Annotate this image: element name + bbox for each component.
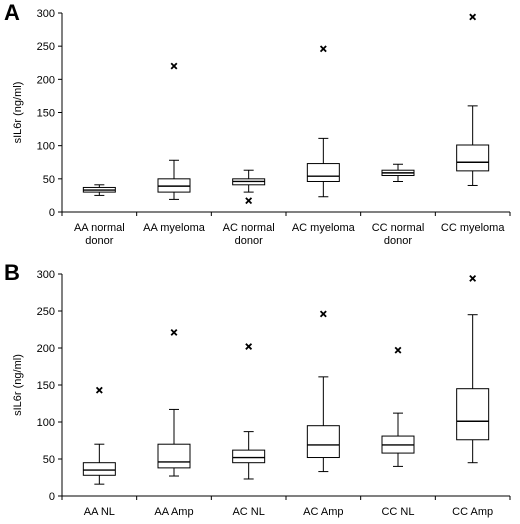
box-iqr [82, 462, 116, 476]
x-tick-label: AA normal donor [74, 222, 125, 247]
y-tick-label: 300 [37, 269, 55, 281]
outlier-marker [319, 310, 327, 318]
outlier-marker [245, 343, 253, 350]
x-tick-label: AC Amp [303, 506, 343, 518]
y-tick-label: 0 [49, 207, 55, 219]
y-axis-label: sIL6r (ng/ml) [12, 354, 24, 416]
y-tick-label: 300 [37, 8, 55, 20]
x-tick-label: CC Amp [452, 506, 493, 518]
outlier-marker [95, 386, 103, 394]
panel-a-letter: A [4, 0, 20, 25]
x-tick-label: CC normal donor [372, 222, 425, 247]
y-tick-label: 100 [37, 141, 55, 153]
x-tick-label: AA myeloma [143, 222, 206, 234]
x-tick-label: AA Amp [154, 506, 193, 518]
box-iqr [306, 163, 340, 182]
outlier-marker [319, 45, 327, 53]
box-iqr [157, 443, 191, 469]
y-axis-label: sIL6r (ng/ml) [12, 82, 24, 144]
outlier-marker [394, 346, 402, 354]
x-tick-label: AC NL [232, 506, 264, 518]
boxplot-chart-b: sIL6r (ng/ml) 0 50 100 150 200 250 300 AA NL AA A… [12, 269, 511, 518]
y-tick-label: 50 [43, 174, 55, 186]
y-tick-label: 200 [37, 74, 55, 86]
y-tick-label: 250 [37, 41, 55, 53]
y-tick-label: 50 [43, 454, 55, 466]
outlier-marker [170, 62, 178, 70]
x-tick-label: AC myeloma [292, 222, 356, 234]
outlier-marker [170, 329, 178, 336]
outlier-marker [245, 197, 253, 205]
outlier-marker [469, 275, 477, 282]
y-tick-label: 200 [37, 343, 55, 355]
x-tick-label: CC myeloma [441, 222, 505, 234]
y-tick-label: 150 [37, 380, 55, 392]
x-tick-label: CC NL [381, 506, 414, 518]
box-iqr [306, 425, 340, 459]
boxplot-chart-a: sIL6r (ng/ml) 0 50 100 150 200 250 300 AA normal… [12, 8, 511, 247]
box-iqr [456, 388, 490, 441]
panel-b: B sIL6r (ng/ml) 0 50 100 150 200 250 300 AA NL AA… [0, 258, 520, 524]
y-tick-label: 250 [37, 306, 55, 318]
x-tick-label: AC normal donor [223, 222, 275, 247]
box-iqr [456, 144, 490, 172]
y-tick-label: 100 [37, 417, 55, 429]
outlier-marker [469, 13, 477, 21]
y-tick-label: 0 [49, 491, 55, 503]
x-tick-label: AA NL [84, 506, 115, 518]
box-iqr [232, 449, 266, 464]
y-tick-label: 150 [37, 108, 55, 120]
panel-a: A sIL6r (ng/ml) 0 50 100 150 200 250 300 AA norm… [0, 0, 520, 255]
panel-b-letter: B [4, 260, 20, 285]
